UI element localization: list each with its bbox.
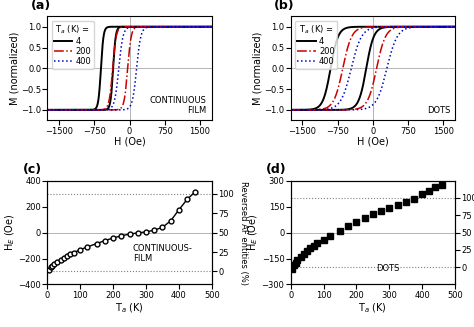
Y-axis label: H$_E$ (Oe): H$_E$ (Oe) bbox=[3, 214, 17, 251]
Text: (b): (b) bbox=[274, 0, 295, 12]
Y-axis label: M (normalized): M (normalized) bbox=[253, 32, 263, 105]
X-axis label: T$_a$ (K): T$_a$ (K) bbox=[358, 301, 387, 315]
Text: (a): (a) bbox=[31, 0, 51, 12]
Legend: 4, 200, 400: 4, 200, 400 bbox=[295, 21, 337, 69]
Y-axis label: M (normalized): M (normalized) bbox=[9, 32, 19, 105]
Text: DOTS: DOTS bbox=[427, 106, 450, 115]
Y-axis label: H$_E$ (Oe): H$_E$ (Oe) bbox=[246, 214, 260, 251]
Text: (d): (d) bbox=[266, 164, 287, 176]
Text: DOTS: DOTS bbox=[376, 265, 400, 273]
Text: CONTINUOUS-
FILM: CONTINUOUS- FILM bbox=[133, 244, 193, 263]
X-axis label: H (Oe): H (Oe) bbox=[114, 137, 146, 147]
Legend: 4, 200, 400: 4, 200, 400 bbox=[52, 21, 94, 69]
X-axis label: T$_a$ (K): T$_a$ (K) bbox=[115, 301, 144, 315]
Text: CONTINUOUS
FILM: CONTINUOUS FILM bbox=[150, 96, 207, 115]
Y-axis label: Reversed AF entities (%): Reversed AF entities (%) bbox=[239, 181, 247, 284]
Text: (c): (c) bbox=[23, 164, 42, 176]
X-axis label: H (Oe): H (Oe) bbox=[357, 137, 389, 147]
